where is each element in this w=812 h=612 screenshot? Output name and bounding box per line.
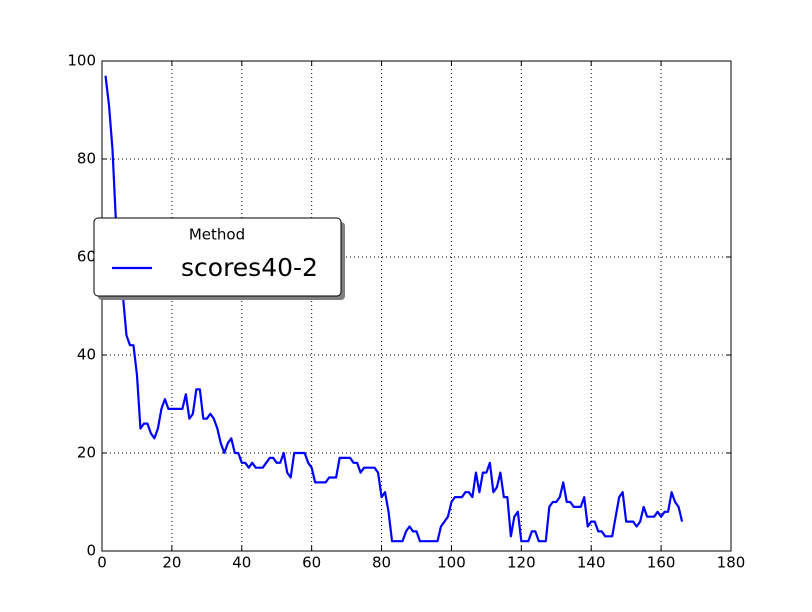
legend-title: Method — [189, 226, 245, 244]
x-tick-label: 100 — [437, 554, 466, 572]
y-tick-label: 60 — [77, 248, 96, 266]
y-tick-label: 20 — [77, 444, 96, 462]
legend-label: scores40-2 — [181, 253, 318, 282]
x-tick-label: 140 — [577, 554, 606, 572]
x-tick-label: 180 — [717, 554, 746, 572]
x-tick-label: 80 — [372, 554, 391, 572]
y-tick-label: 0 — [86, 542, 96, 560]
x-tick-label: 0 — [97, 554, 107, 572]
x-tick-label: 120 — [507, 554, 536, 572]
y-tick-label: 80 — [77, 150, 96, 168]
data-line — [104, 75, 684, 543]
legend: Method scores40-2 — [93, 217, 345, 300]
x-tick-label: 20 — [162, 554, 181, 572]
y-tick-label: 40 — [77, 346, 96, 364]
x-tick-label: 60 — [302, 554, 321, 572]
x-tick-label: 40 — [232, 554, 251, 572]
x-tick-label: 160 — [647, 554, 676, 572]
plot-frame — [101, 60, 732, 552]
legend-box — [93, 217, 342, 297]
y-tick-label: 100 — [67, 52, 96, 70]
